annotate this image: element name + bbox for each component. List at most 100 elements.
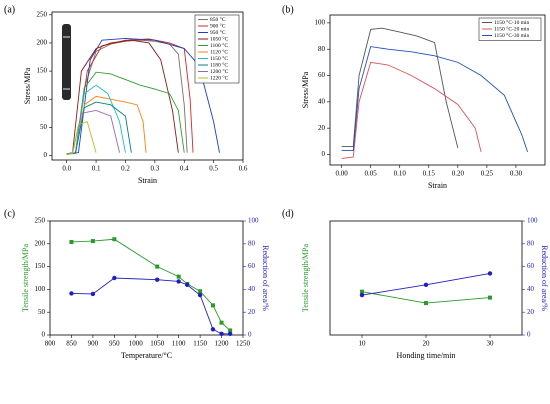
data-marker — [360, 289, 364, 294]
legend-label: 1180 °C — [210, 61, 228, 68]
y2-tick-label: 60 — [248, 262, 256, 270]
data-line — [66, 101, 132, 155]
y-axis-label: Tensile strength/MPa — [301, 244, 310, 313]
data-line — [71, 238, 231, 331]
data-marker — [155, 264, 160, 269]
x-tick-label: 0.25 — [481, 170, 494, 178]
y-tick-label: 250 — [37, 10, 48, 18]
data-line — [341, 46, 528, 152]
y2-tick-label: 80 — [248, 239, 256, 247]
x-tick-label: 850 — [66, 340, 77, 348]
data-marker — [227, 331, 233, 337]
specimen-band — [63, 36, 70, 38]
data-marker — [198, 289, 203, 294]
data-marker — [424, 301, 428, 306]
y-tick-label: 100 — [35, 285, 46, 293]
legend-label: 850 °C — [210, 16, 226, 23]
y-tick-label: 150 — [35, 262, 46, 270]
x-tick-label: 800 — [45, 340, 56, 348]
data-marker — [423, 282, 429, 288]
y-tick-label: 20 — [318, 124, 326, 132]
y2-tick-label: 0 — [527, 331, 531, 339]
x-tick-label: 1050 — [150, 340, 165, 348]
x-tick-label: 20 — [423, 340, 431, 348]
data-marker — [112, 237, 117, 242]
legend-label: 1150 °C — [210, 55, 228, 62]
data-marker — [210, 327, 216, 332]
data-marker — [176, 279, 181, 284]
x-tick-label: 0.15 — [423, 170, 436, 178]
data-marker — [69, 239, 74, 244]
y-tick-label: 40 — [318, 97, 326, 105]
data-line — [341, 61, 482, 159]
plot-frame — [51, 11, 244, 161]
data-line — [66, 84, 126, 155]
data-marker — [219, 331, 224, 337]
legend-label: 1150 °C-10 min — [494, 19, 530, 26]
legend-label: 1220 °C — [210, 74, 229, 81]
data-line — [66, 39, 179, 155]
y2-tick-label: 60 — [527, 262, 535, 270]
data-marker — [112, 275, 117, 281]
data-marker — [210, 303, 215, 308]
panel-label: (c) — [4, 208, 15, 219]
y2-tick-label: 0 — [248, 331, 252, 339]
data-line — [71, 277, 231, 335]
y-tick-label: 100 — [37, 95, 48, 103]
x-axis-label: Honding time/min — [397, 351, 456, 360]
y-tick-label: 50 — [40, 123, 48, 131]
data-marker — [69, 291, 74, 296]
panel-label: (a) — [4, 4, 15, 15]
x-tick-label: 0.5 — [209, 165, 218, 173]
panel-label: (d) — [282, 208, 294, 219]
y-tick-label: 200 — [37, 39, 48, 47]
specimen-image — [62, 24, 71, 100]
y-tick-label: 60 — [318, 71, 326, 79]
data-line — [66, 71, 185, 155]
y2-axis-label: Reduction of area/% — [261, 245, 270, 311]
x-tick-label: 0.20 — [452, 170, 465, 178]
y2-tick-label: 40 — [527, 285, 535, 293]
data-marker — [359, 292, 365, 298]
y-tick-label: 250 — [35, 217, 46, 225]
plot-frame — [329, 220, 523, 336]
data-line — [66, 110, 121, 155]
legend-label: 1120 °C — [210, 48, 228, 55]
y2-tick-label: 20 — [248, 308, 256, 316]
legend-label: 950 °C — [210, 29, 226, 36]
legend-label: 900 °C — [210, 22, 226, 29]
y-tick-label: 150 — [37, 67, 48, 75]
y2-tick-label: 40 — [248, 285, 256, 293]
x-tick-label: 950 — [109, 340, 120, 348]
data-line — [66, 121, 97, 155]
y-tick-label: 200 — [35, 239, 46, 247]
y-tick-label: 0 — [42, 331, 46, 339]
y-tick-label: 100 — [315, 19, 326, 27]
data-marker — [90, 291, 96, 297]
legend-label: 1150 °C-20 min — [494, 25, 530, 32]
data-marker — [155, 277, 160, 282]
data-marker — [228, 328, 233, 333]
x-tick-label: 1000 — [129, 340, 144, 348]
legend-label: 1150 °C-30 min — [494, 32, 530, 39]
x-tick-label: 0.4 — [180, 165, 189, 173]
y-tick-label: 50 — [38, 308, 46, 316]
x-tick-label: 1150 — [193, 340, 207, 348]
y-tick-label: 0 — [322, 150, 326, 158]
data-marker — [185, 282, 190, 288]
data-marker — [197, 292, 203, 298]
x-axis-label: Strain — [428, 181, 447, 190]
data-marker — [90, 239, 95, 244]
legend-label: 1100 °C — [210, 42, 228, 49]
y-tick-label: 80 — [318, 45, 326, 53]
x-tick-label: 1100 — [172, 340, 186, 348]
panel-label: (b) — [282, 4, 294, 15]
data-line — [341, 27, 459, 149]
y-axis-label: Stress/MPa — [301, 71, 310, 108]
specimen-band — [63, 88, 70, 90]
y-axis-label: Stress/MPa — [23, 67, 32, 104]
y-axis-label: Tensile strength/MPa — [21, 244, 30, 313]
x-tick-label: 1200 — [215, 340, 230, 348]
y2-tick-label: 20 — [527, 308, 535, 316]
